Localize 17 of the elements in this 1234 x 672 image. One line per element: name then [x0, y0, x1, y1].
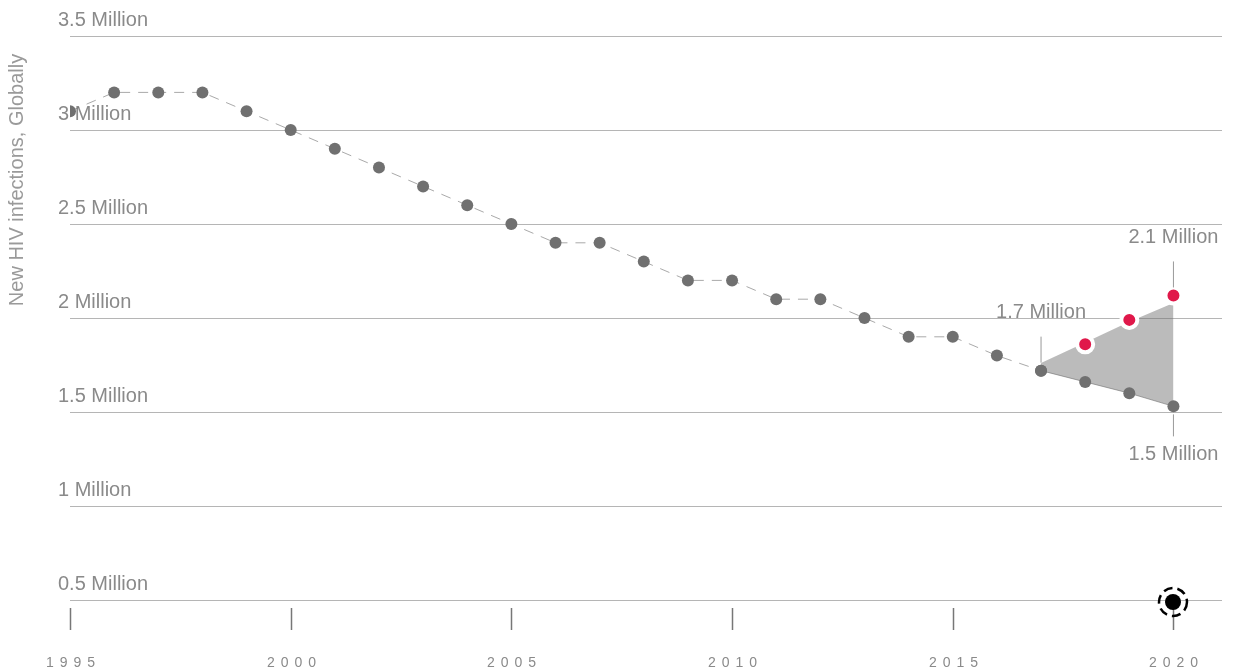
y-tick-label: 0.5 Million [58, 571, 149, 594]
data-label: 2.1 Million [1128, 224, 1219, 247]
x-tick-label: 1995 [45, 653, 102, 670]
y-tick-label: 1 Million [58, 477, 132, 500]
data-label: 1.7 Million [996, 300, 1087, 323]
x-tick-label: 2010 [707, 653, 764, 670]
x-tick-label: 2005 [486, 653, 543, 670]
y-tick-label: 1.5 Million [58, 383, 149, 406]
y-axis-title: New HIV infections, Globally [4, 53, 28, 307]
y-tick-label: 3.5 Million [58, 7, 149, 30]
data-label: 1.5 Million [1128, 441, 1219, 464]
y-tick-label: 2.5 Million [58, 195, 149, 218]
x-tick-label: 2000 [266, 653, 323, 670]
y-tick-label: 2 Million [58, 289, 132, 312]
x-tick-label: 2020 [1148, 653, 1205, 670]
y-tick-label: 3 Million [58, 101, 132, 124]
x-tick-label: 2015 [928, 653, 985, 670]
